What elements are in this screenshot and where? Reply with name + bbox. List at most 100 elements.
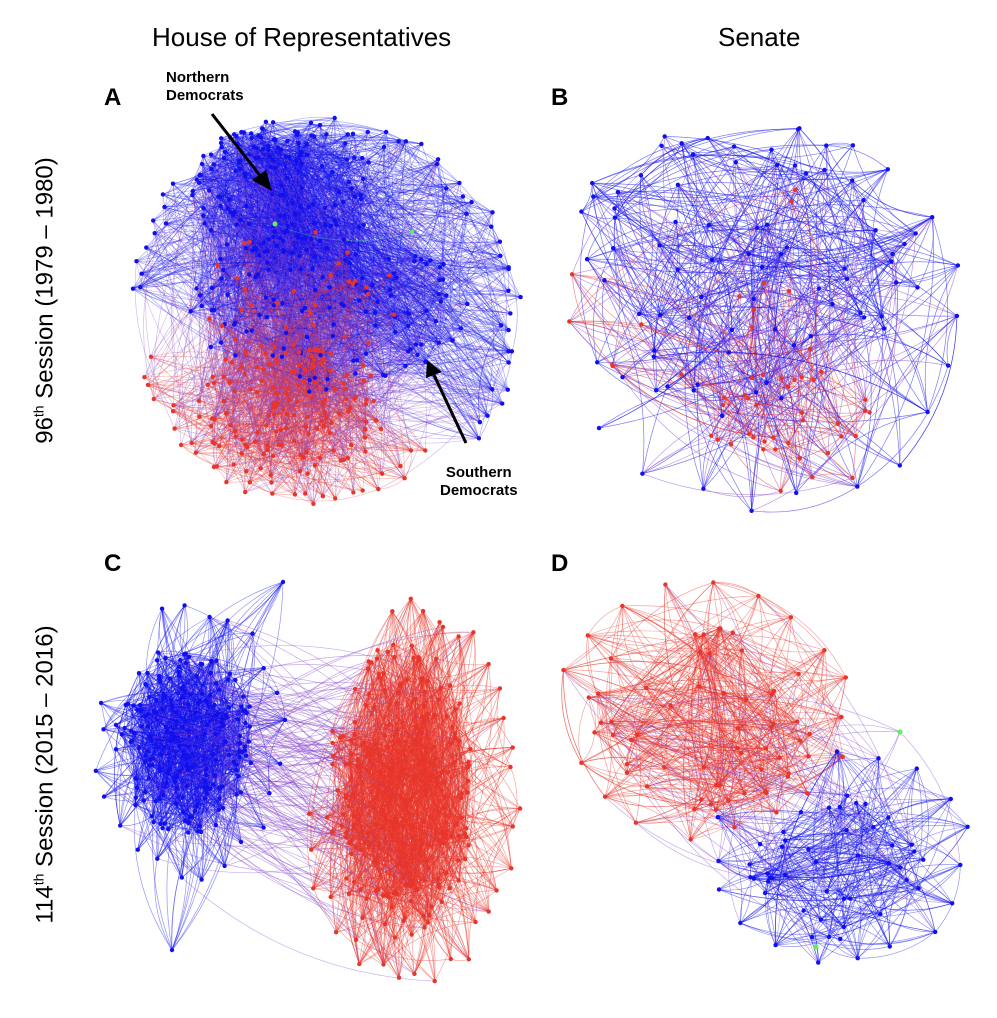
legislator-node xyxy=(754,390,759,395)
legislator-node xyxy=(322,397,328,403)
legislator-node xyxy=(311,202,316,207)
legislator-node xyxy=(345,132,350,137)
network-edge xyxy=(223,249,307,402)
legislator-node xyxy=(254,365,259,370)
network-edge xyxy=(132,250,294,289)
legislator-node xyxy=(347,279,352,284)
legislator-node xyxy=(799,410,804,415)
legislator-node xyxy=(211,380,217,386)
legislator-node xyxy=(330,170,335,175)
network-edge xyxy=(261,128,464,197)
legislator-node xyxy=(315,426,320,431)
legislator-node xyxy=(232,322,237,327)
network-edge xyxy=(207,132,245,311)
legislator-node xyxy=(254,390,260,395)
legislator-node xyxy=(413,254,418,259)
legislator-node xyxy=(258,343,264,349)
legislator-node xyxy=(243,174,248,179)
network-edge xyxy=(165,154,250,224)
legislator-node xyxy=(274,360,280,365)
legislator-node xyxy=(311,323,317,328)
legislator-node xyxy=(759,264,765,270)
legislator-node xyxy=(339,301,344,307)
network-edge xyxy=(230,137,364,180)
legislator-node xyxy=(211,162,217,167)
network-edge xyxy=(311,135,493,390)
network-edge xyxy=(273,207,326,306)
network-edge xyxy=(222,215,285,271)
legislator-node xyxy=(257,312,262,318)
network-edge xyxy=(228,185,361,201)
legislator-node xyxy=(351,358,356,363)
legislator-node xyxy=(620,375,625,380)
network-edge xyxy=(221,137,345,240)
legislator-node xyxy=(194,177,199,182)
legislator-node xyxy=(863,408,868,413)
network-edge xyxy=(226,150,269,245)
legislator-node xyxy=(830,301,835,307)
legislator-node xyxy=(239,365,245,370)
legislator-node xyxy=(800,418,806,423)
legislator-node xyxy=(232,388,237,394)
legislator-node xyxy=(413,342,419,347)
legislator-node xyxy=(855,484,860,489)
legislator-node xyxy=(210,374,215,380)
network-edge xyxy=(232,214,270,240)
legislator-node xyxy=(715,437,720,442)
network-edge xyxy=(288,237,318,429)
network-edge xyxy=(306,154,326,226)
network-edge xyxy=(228,171,333,200)
network-edge xyxy=(220,205,301,377)
network-edge xyxy=(233,225,274,454)
legislator-node xyxy=(341,381,346,386)
network-edge xyxy=(253,146,333,173)
network-edge xyxy=(232,214,376,326)
network-edge xyxy=(260,178,307,251)
network-edge xyxy=(204,223,259,275)
legislator-node xyxy=(438,299,444,304)
network-edge xyxy=(293,252,440,275)
network-edge xyxy=(236,135,256,159)
network-edge xyxy=(198,157,256,184)
network-edge xyxy=(260,143,422,182)
network-edge xyxy=(343,239,369,295)
network-edge xyxy=(297,206,331,434)
network-edge xyxy=(179,224,237,445)
legislator-node xyxy=(458,326,464,331)
network-edge xyxy=(266,236,298,263)
network-edge xyxy=(226,244,410,315)
network-edge xyxy=(261,128,513,352)
network-edge xyxy=(271,194,313,269)
network-edge xyxy=(202,215,306,494)
legislator-node xyxy=(215,263,220,268)
legislator-node xyxy=(490,210,495,215)
legislator-node xyxy=(224,242,230,247)
network-edge xyxy=(317,248,340,414)
legislator-node xyxy=(322,409,328,415)
legislator-node xyxy=(287,154,292,160)
legislator-node xyxy=(720,413,725,418)
network-edge xyxy=(244,173,299,238)
network-edge xyxy=(252,143,307,251)
legislator-node xyxy=(436,340,441,345)
network-edge xyxy=(323,207,372,376)
legislator-node xyxy=(842,266,847,271)
network-edge xyxy=(249,153,350,183)
network-edge xyxy=(249,154,364,366)
network-edge xyxy=(220,205,257,250)
network-edge xyxy=(199,135,259,184)
network-edge xyxy=(210,154,321,242)
legislator-node xyxy=(361,363,366,368)
network-edge xyxy=(295,160,422,345)
network-edge xyxy=(296,135,312,161)
legislator-node xyxy=(243,442,248,447)
network-edge xyxy=(254,128,270,240)
network-edge xyxy=(277,147,439,344)
network-edge xyxy=(286,225,326,233)
network-edge xyxy=(268,139,281,240)
legislator-node xyxy=(665,384,670,389)
network-edge xyxy=(277,147,356,285)
network-edge xyxy=(286,125,321,231)
legislator-node xyxy=(639,322,644,327)
legislator-node xyxy=(794,490,799,496)
